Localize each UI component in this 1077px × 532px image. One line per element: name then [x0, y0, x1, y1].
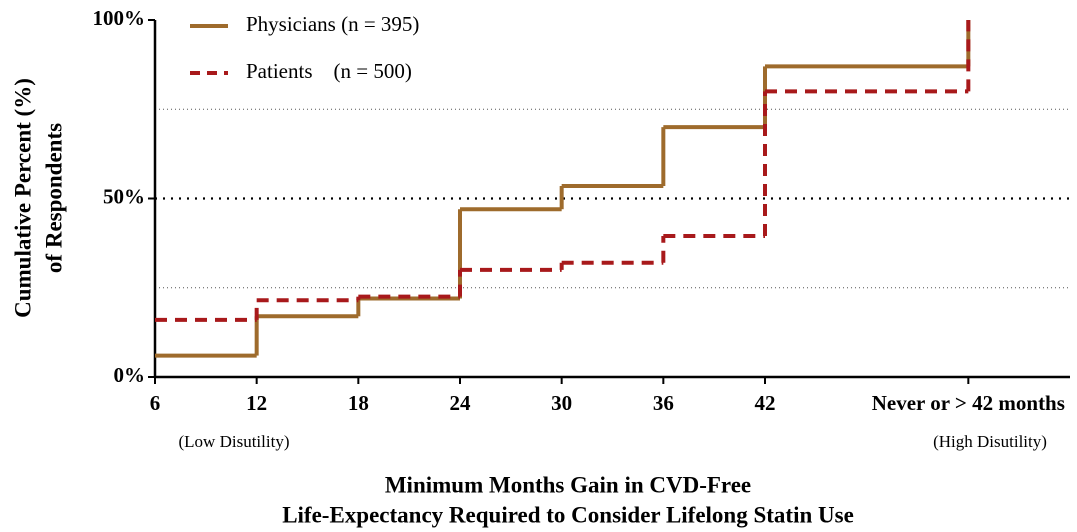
x-tick-label: 30 [551, 391, 572, 415]
y-tick-label: 0% [114, 363, 146, 387]
y-tick-label: 50% [103, 184, 145, 208]
y-axis-label: Cumulative Percent (%) [10, 78, 35, 318]
x-tick-label: 36 [653, 391, 674, 415]
annotation: (High Disutility) [933, 432, 1047, 451]
x-tick-label: 12 [246, 391, 267, 415]
x-tick-label: 6 [150, 391, 161, 415]
x-tick-label: Never or > 42 months [872, 391, 1065, 415]
y-axis-label: of Respondents [41, 123, 66, 273]
x-axis-label: Minimum Months Gain in CVD-Free [385, 472, 751, 497]
x-tick-label: 18 [348, 391, 369, 415]
legend-label: Physicians (n = 395) [246, 12, 419, 36]
legend-label: Patients (n = 500) [246, 59, 412, 83]
y-tick-label: 100% [93, 6, 146, 30]
annotation: (Low Disutility) [179, 432, 290, 451]
x-axis-label: Life-Expectancy Required to Consider Lif… [282, 502, 854, 527]
x-tick-label: 42 [755, 391, 776, 415]
x-tick-label: 24 [450, 391, 472, 415]
